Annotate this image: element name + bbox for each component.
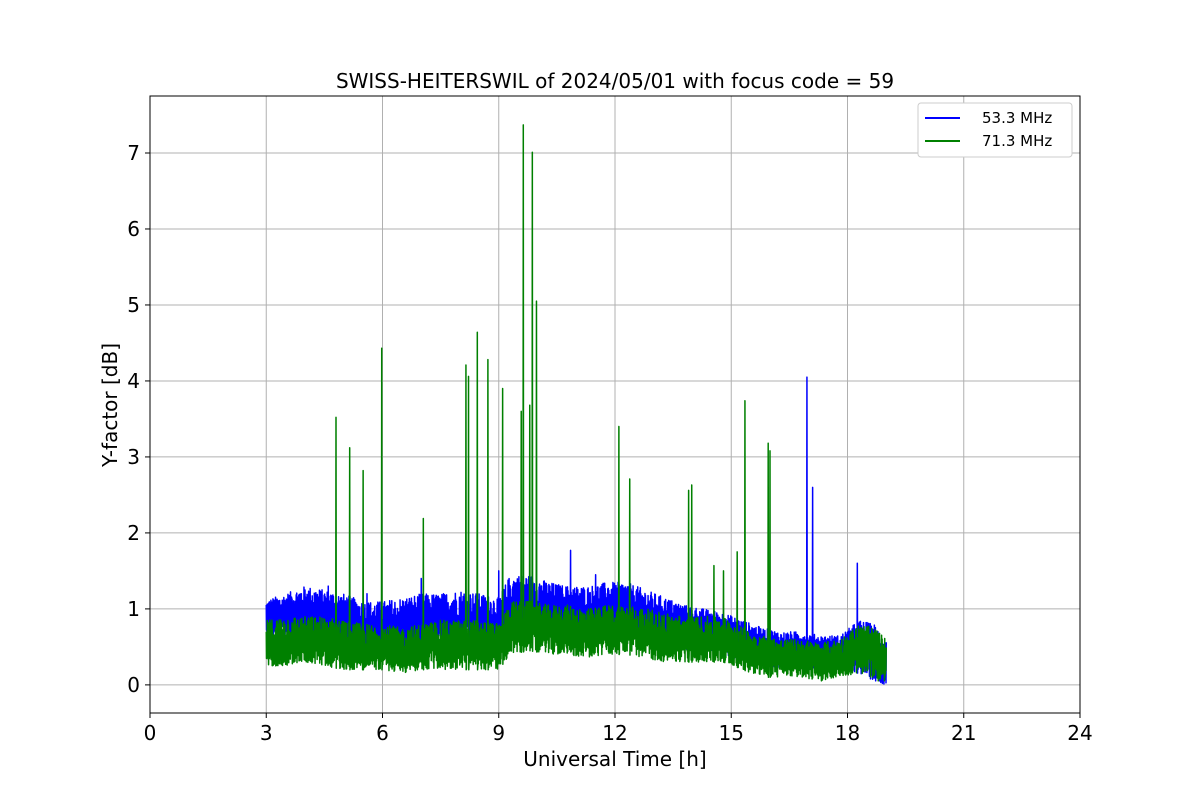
y-tick-label: 4 bbox=[127, 369, 140, 393]
plot-area bbox=[265, 124, 887, 685]
legend-label-71mhz: 71.3 MHz bbox=[982, 132, 1052, 150]
series-line-1 bbox=[265, 376, 887, 685]
x-axis: 0 3 6 9 12 15 18 21 24 bbox=[144, 713, 1093, 745]
series-line-2 bbox=[265, 124, 887, 682]
x-tick-label: 12 bbox=[602, 721, 627, 745]
x-tick-label: 0 bbox=[144, 721, 157, 745]
y-tick-label: 1 bbox=[127, 597, 140, 621]
x-tick-label: 24 bbox=[1067, 721, 1092, 745]
y-tick-label: 5 bbox=[127, 293, 140, 317]
legend: 53.3 MHz 71.3 MHz bbox=[917, 102, 1073, 158]
legend-box bbox=[917, 102, 1073, 158]
y-tick-label: 6 bbox=[127, 217, 140, 241]
x-tick-label: 15 bbox=[719, 721, 744, 745]
legend-label-53mhz: 53.3 MHz bbox=[982, 109, 1052, 127]
x-tick-label: 9 bbox=[492, 721, 505, 745]
x-tick-label: 3 bbox=[260, 721, 273, 745]
chart-title: SWISS-HEITERSWIL of 2024/05/01 with focu… bbox=[336, 69, 894, 93]
y-tick-label: 2 bbox=[127, 521, 140, 545]
y-tick-label: 3 bbox=[127, 445, 140, 469]
y-axis: 0 1 2 3 4 5 6 7 bbox=[127, 141, 150, 697]
x-axis-label: Universal Time [h] bbox=[523, 747, 706, 771]
y-tick-label: 7 bbox=[127, 141, 140, 165]
x-tick-label: 18 bbox=[835, 721, 860, 745]
y-tick-label: 0 bbox=[127, 673, 140, 697]
y-axis-label: Y-factor [dB] bbox=[98, 343, 122, 468]
x-tick-label: 21 bbox=[951, 721, 976, 745]
x-tick-label: 6 bbox=[376, 721, 389, 745]
